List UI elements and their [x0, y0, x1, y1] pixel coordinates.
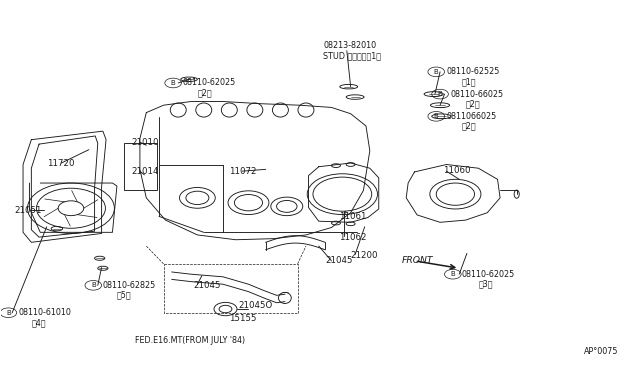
Text: B: B [6, 310, 11, 316]
Text: FRONT: FRONT [402, 256, 433, 265]
Text: 11061: 11061 [339, 212, 367, 221]
Text: （1）: （1） [462, 77, 476, 86]
Text: 21045O: 21045O [238, 301, 273, 310]
Text: B: B [438, 91, 442, 97]
Text: 21200: 21200 [351, 251, 378, 260]
Text: 21045: 21045 [193, 281, 221, 290]
Text: 21014: 21014 [132, 167, 159, 176]
Text: 15155: 15155 [229, 314, 257, 323]
Text: FED.E16.MT(FROM JULY '84): FED.E16.MT(FROM JULY '84) [135, 336, 245, 346]
Text: （2）: （2） [197, 88, 212, 97]
Text: 21045: 21045 [325, 256, 353, 265]
Text: 08110-66025: 08110-66025 [451, 90, 504, 99]
Text: （5）: （5） [117, 291, 132, 300]
Text: B: B [434, 113, 438, 119]
Text: 11060: 11060 [443, 166, 470, 175]
Text: 08110-62825: 08110-62825 [103, 281, 156, 290]
Text: 21051: 21051 [15, 206, 42, 215]
Text: 0811066025: 0811066025 [447, 112, 497, 121]
Text: 11062: 11062 [339, 232, 367, 242]
Text: （3）: （3） [478, 280, 493, 289]
Text: （2）: （2） [466, 99, 480, 108]
Text: 21010: 21010 [132, 138, 159, 147]
Text: B: B [91, 282, 95, 288]
Text: 11072: 11072 [229, 167, 257, 176]
Text: B: B [434, 69, 438, 75]
Text: 08110-62025: 08110-62025 [462, 270, 515, 279]
Text: 08110-62525: 08110-62525 [447, 67, 500, 76]
Text: B: B [171, 80, 175, 86]
Text: （4）: （4） [31, 318, 46, 327]
Text: 08110-61010: 08110-61010 [19, 308, 72, 317]
Text: STUD スタッド（1）: STUD スタッド（1） [323, 51, 381, 60]
Text: 11720: 11720 [47, 158, 74, 167]
Text: AP°0075: AP°0075 [584, 347, 619, 356]
Bar [124, 143, 157, 190]
Text: （2）: （2） [462, 122, 476, 131]
Text: 08110-62025: 08110-62025 [182, 78, 236, 87]
Text: 08213-82010: 08213-82010 [323, 41, 376, 51]
Text: B: B [451, 271, 455, 277]
